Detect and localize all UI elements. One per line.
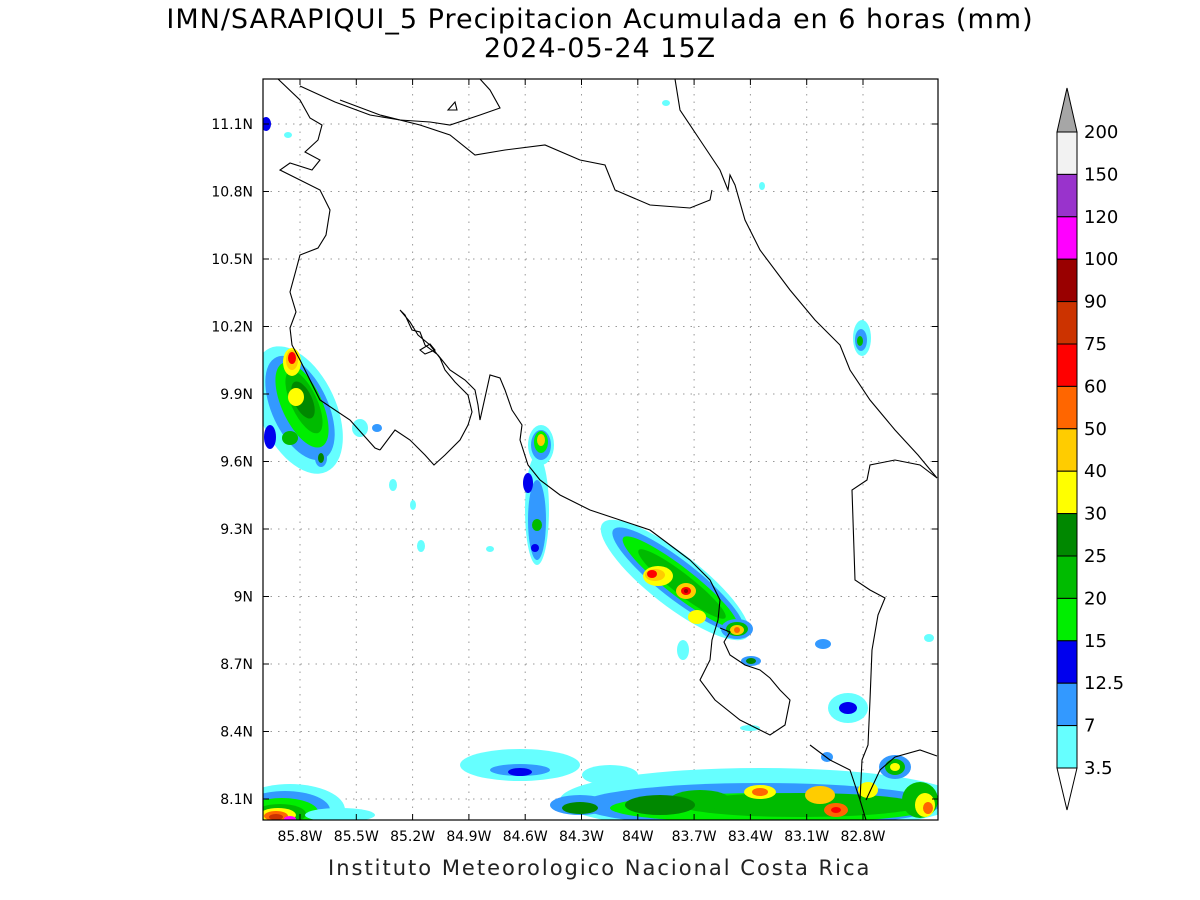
legend-swatch [1056, 428, 1078, 472]
legend-level-label: 12.5 [1084, 673, 1124, 694]
legend-level-label: 50 [1084, 419, 1107, 440]
legend-swatch [1056, 555, 1078, 599]
lon-tick-label: 85.5W [334, 829, 379, 845]
legend-level-label: 25 [1084, 546, 1107, 567]
lon-tick-label: 83.7W [672, 829, 717, 845]
legend-level-label: 3.5 [1084, 758, 1113, 779]
lat-tick-label: 11.1N [211, 117, 253, 133]
rain-cell-central-pacific [389, 425, 554, 565]
lon-tick-label: 83.4W [728, 829, 773, 845]
legend-level-label: 20 [1084, 588, 1107, 609]
axis-ticks [263, 79, 938, 820]
legend-swatch [1056, 682, 1078, 727]
credit-text: Instituto Meteorologico Nacional Costa R… [328, 856, 872, 880]
legend-swatch [1056, 173, 1078, 218]
legend-level-label: 40 [1084, 461, 1107, 482]
legend-level-label: 30 [1084, 504, 1107, 525]
legend-level-label: 90 [1084, 292, 1107, 313]
legend-swatch [1056, 301, 1078, 345]
lon-tick-label: 84.9W [446, 829, 491, 845]
rain-cell-southern-ocean [263, 749, 938, 820]
lon-tick-label: 83.1W [784, 829, 829, 845]
legend-swatch [1056, 258, 1078, 303]
map-subtitle-datetime: 2024-05-24 15Z [483, 33, 717, 64]
lat-tick-label: 8.4N [220, 725, 253, 741]
coastline [277, 79, 938, 820]
lat-tick-label: 8.1N [220, 792, 253, 808]
precipitation-legend: 200 150 120 100 90 75 60 50 40 30 25 20 15 12.5 7 3.5 [1056, 87, 1124, 811]
legend-over-arrow [1056, 87, 1078, 133]
lat-tick-label: 9.6N [220, 455, 253, 471]
legend-swatch [1056, 725, 1078, 769]
legend-level-label: 100 [1084, 249, 1118, 270]
legend-swatch [1056, 640, 1078, 684]
longitude-tick-labels: 85.8W 85.5W 85.2W 84.9W 84.6W 84.3W 84W 83.7W 83… [277, 829, 885, 845]
lat-tick-label: 10.8N [211, 185, 253, 201]
lon-tick-label: 84.6W [503, 829, 548, 845]
lon-tick-label: 85.2W [390, 829, 435, 845]
graticule [263, 79, 938, 820]
legend-level-label: 120 [1084, 207, 1118, 228]
lon-tick-label: 85.8W [277, 829, 322, 845]
legend-swatch [1056, 131, 1078, 175]
latitude-tick-labels: 11.1N 10.8N 10.5N 10.2N 9.9N 9.6N 9.3N 9N 8.7N 8.… [211, 117, 253, 808]
lon-tick-label: 84W [622, 829, 654, 845]
legend-level-label: 200 [1084, 122, 1118, 143]
lat-tick-label: 9.9N [220, 387, 253, 403]
precipitation-field [263, 100, 938, 820]
legend-level-label: 150 [1084, 164, 1118, 185]
legend-swatch [1056, 385, 1078, 430]
lon-tick-label: 84.3W [559, 829, 604, 845]
legend-level-label: 75 [1084, 334, 1107, 355]
map-title: IMN/SARAPIQUI_5 Precipitacion Acumulada … [166, 4, 1034, 35]
legend-swatch [1056, 470, 1078, 515]
legend-swatch [1056, 597, 1078, 642]
lat-tick-label: 9.3N [220, 522, 253, 538]
lat-tick-label: 8.7N [220, 657, 253, 673]
legend-level-label: 15 [1084, 631, 1107, 652]
map-background [263, 79, 938, 820]
rain-cell-nicoya-coast [263, 117, 382, 474]
lat-tick-label: 9N [234, 590, 253, 606]
legend-under-arrow [1056, 767, 1078, 811]
lon-tick-label: 82.8W [840, 829, 885, 845]
legend-level-label: 7 [1084, 716, 1095, 737]
legend-swatch [1056, 513, 1078, 557]
lat-tick-label: 10.5N [211, 252, 253, 268]
map-frame [262, 78, 939, 821]
rain-cell-osa-band [600, 100, 934, 731]
legend-swatch [1056, 343, 1078, 387]
lat-tick-label: 10.2N [211, 320, 253, 336]
legend-level-label: 60 [1084, 376, 1107, 397]
legend-swatch [1056, 216, 1078, 260]
